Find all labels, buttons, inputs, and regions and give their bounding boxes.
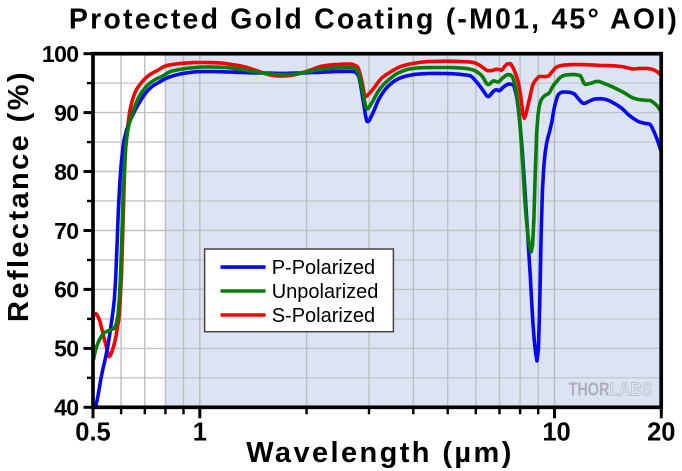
svg-text:60: 60: [54, 277, 78, 303]
svg-text:P-Polarized: P-Polarized: [272, 257, 375, 279]
svg-text:20: 20: [647, 419, 675, 447]
svg-text:50: 50: [54, 336, 78, 362]
svg-text:Protected Gold Coating (-M01,: Protected Gold Coating (-M01, 45° AOI): [69, 4, 679, 36]
svg-text:Unpolarized: Unpolarized: [272, 281, 379, 303]
svg-text:1: 1: [193, 419, 207, 447]
svg-text:80: 80: [54, 159, 78, 185]
svg-text:100: 100: [42, 41, 79, 67]
svg-text:LABS: LABS: [610, 379, 653, 400]
svg-text:10: 10: [542, 419, 570, 447]
svg-text:0.5: 0.5: [75, 419, 110, 447]
svg-text:THOR: THOR: [569, 379, 610, 400]
svg-text:S-Polarized: S-Polarized: [272, 305, 375, 327]
svg-text:Reflectance (%): Reflectance (%): [3, 70, 35, 322]
svg-text:Wavelength (µm): Wavelength (µm): [246, 437, 514, 469]
svg-text:70: 70: [54, 218, 78, 244]
svg-text:40: 40: [54, 395, 78, 421]
svg-text:90: 90: [54, 100, 78, 126]
